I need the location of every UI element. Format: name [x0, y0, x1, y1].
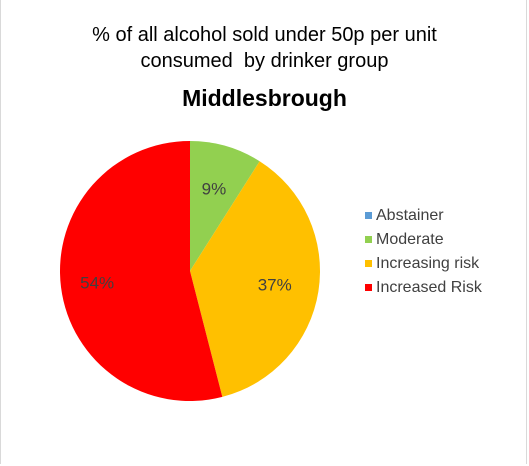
legend-swatch-increasing-risk [365, 260, 372, 267]
legend-label-increased-risk: Increased Risk [376, 279, 483, 296]
legend-label-moderate: Moderate [376, 231, 444, 248]
data-label-moderate: 9% [202, 180, 227, 199]
legend-label-abstainer: Abstainer [376, 207, 444, 224]
data-label-increased-risk: 54% [80, 274, 114, 293]
data-label-increasing-risk: 37% [258, 275, 292, 294]
legend-swatch-abstainer [365, 212, 372, 219]
legend-label-increasing-risk: Increasing risk [376, 255, 480, 272]
legend-swatch-moderate [365, 236, 372, 243]
legend-swatch-increased-risk [365, 284, 372, 291]
